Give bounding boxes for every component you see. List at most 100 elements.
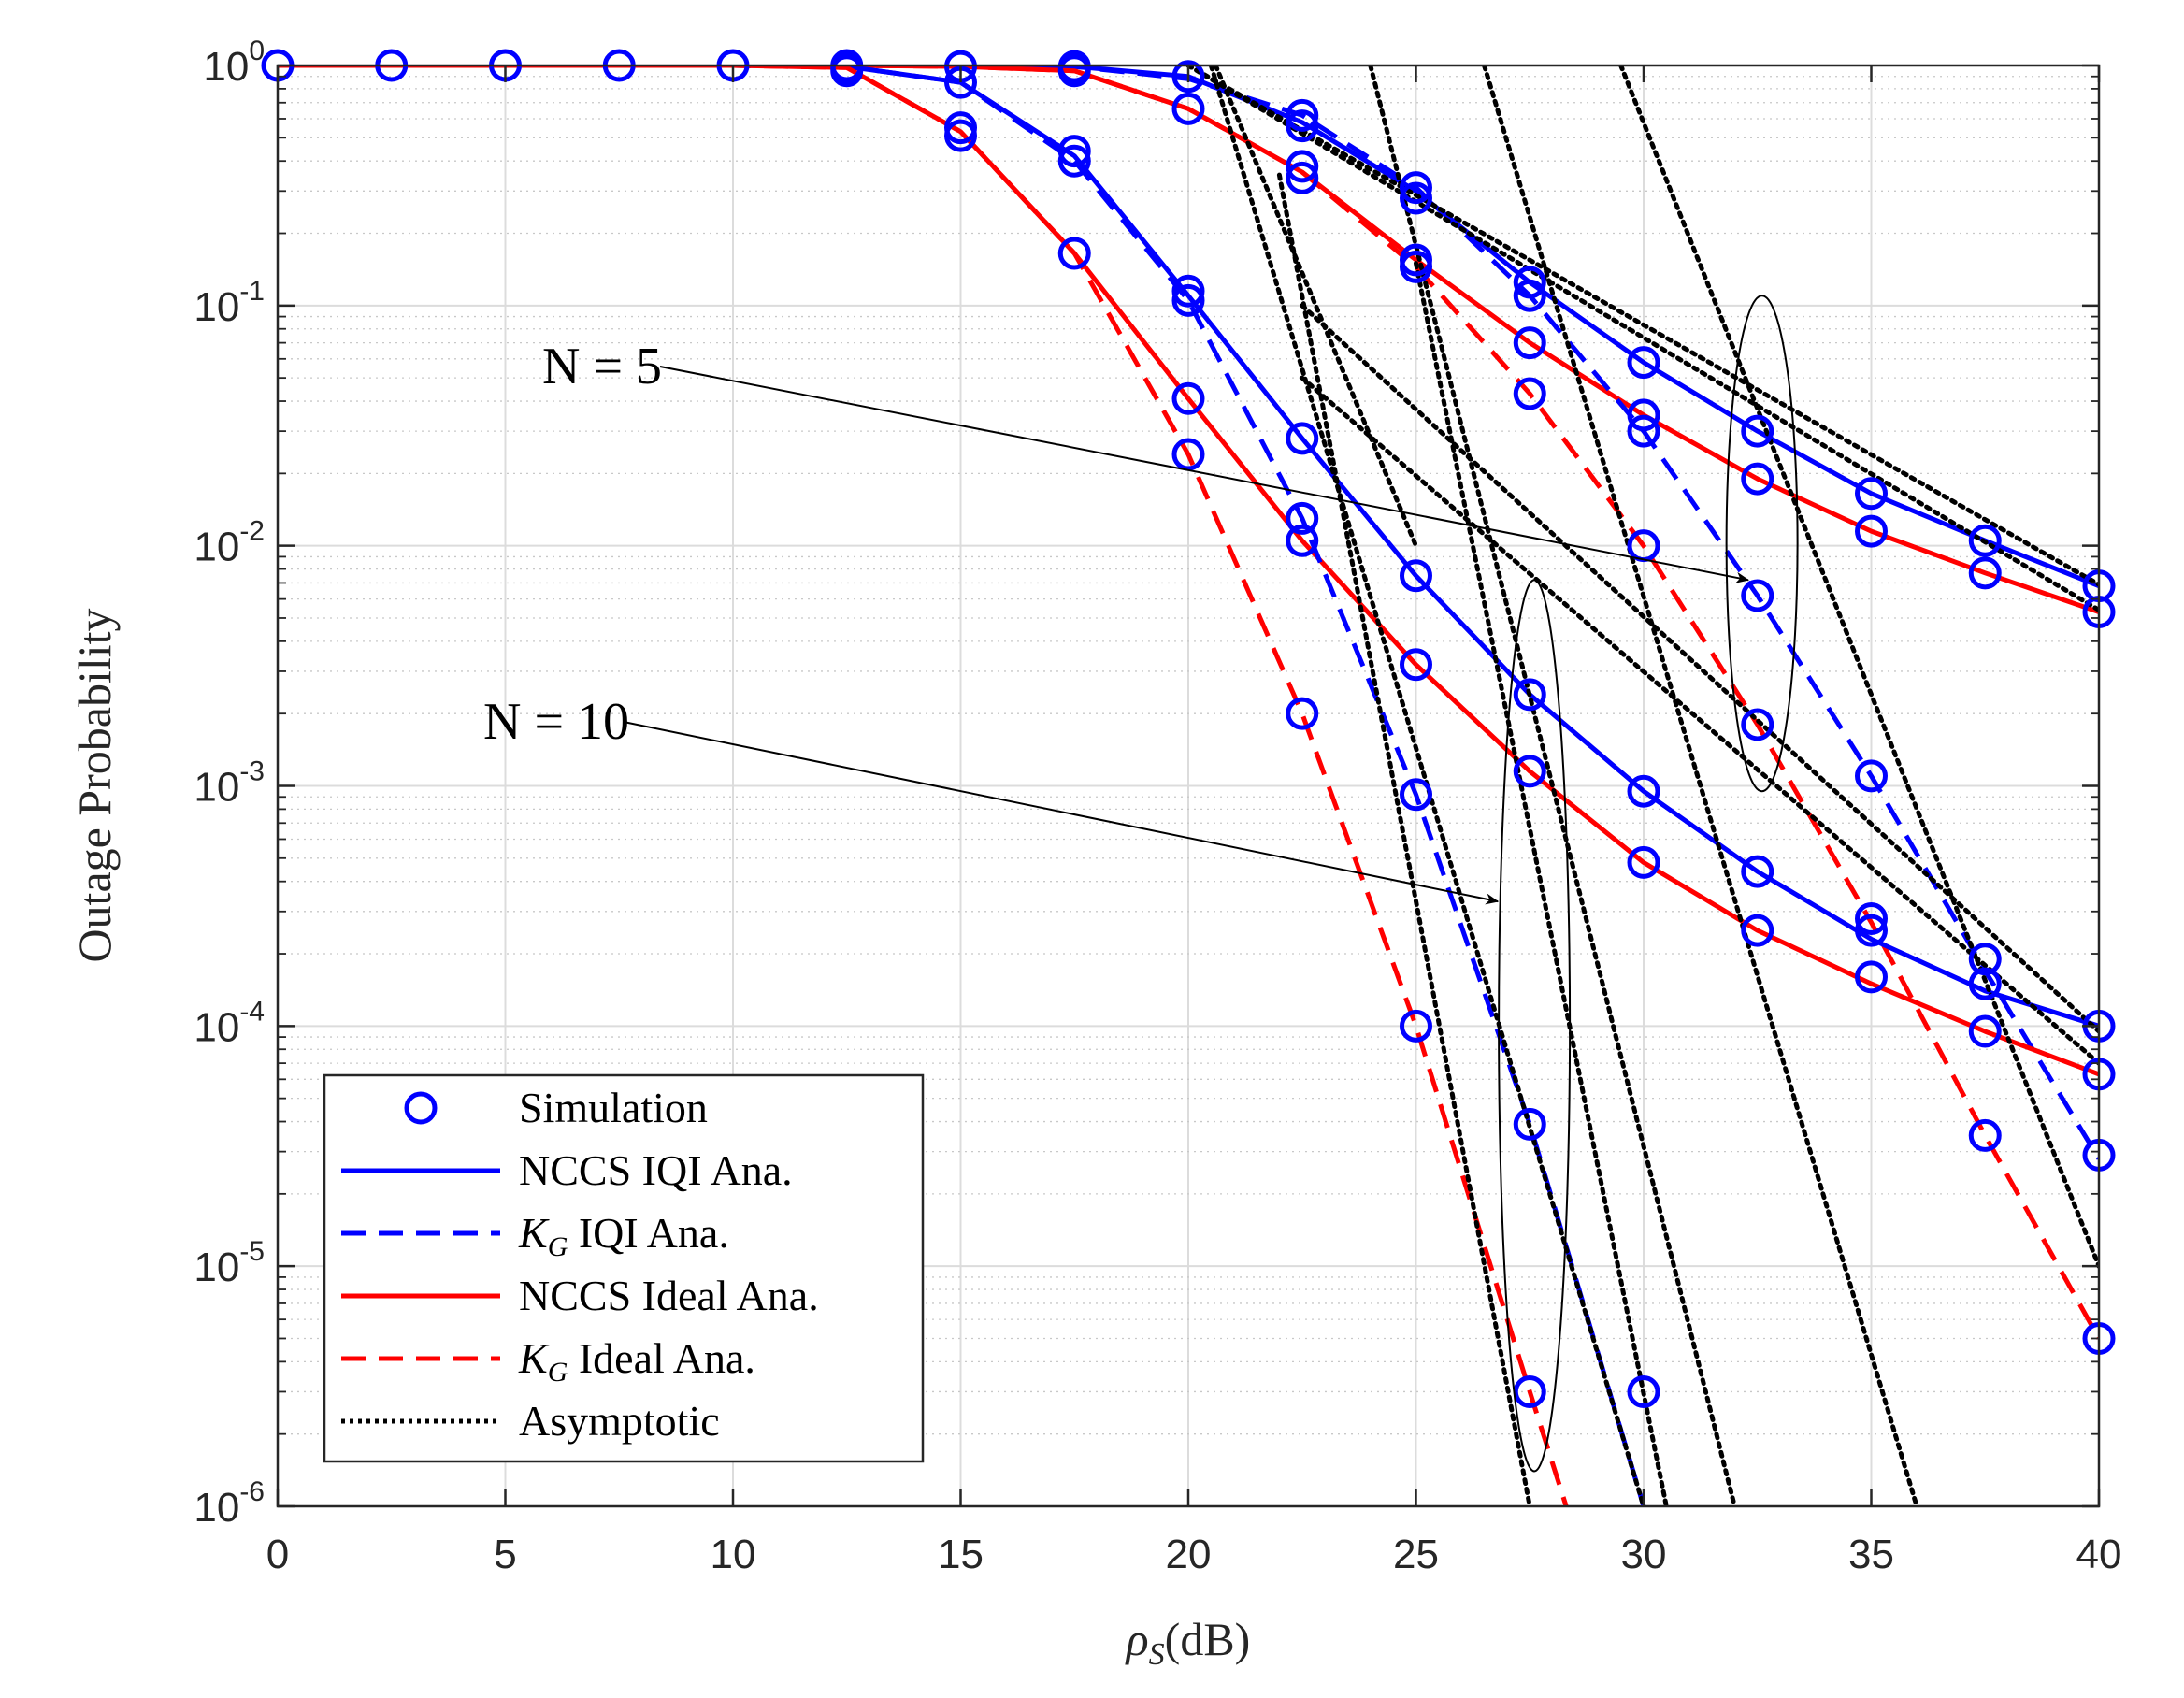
simulation-point [1171,381,1205,415]
simulation-point [1171,92,1205,125]
legend-box [323,1073,925,1463]
asymptote-line-6 [1414,261,1669,1506]
simulation-point [1286,524,1319,557]
group-ellipse-1 [1498,579,1572,1473]
simulation-point [1627,414,1660,448]
simulation-point [1855,914,1888,947]
series-line-4 [278,65,2099,1029]
simulation-point [1513,1374,1546,1408]
annotations: N = 5 N = 10 [483,338,1749,905]
series-line-2 [278,65,2099,1160]
simulation-point [1513,1107,1546,1141]
y-tick-base: 10 [194,1485,239,1531]
simulation-point [1286,422,1319,455]
legend-label: Asymptotic [519,1397,720,1445]
simulation-point [1968,1118,2002,1152]
simulation-point [1513,377,1546,410]
legend-text-rest: IQI Ana. [568,1209,728,1257]
legend-math-sub: G [548,1231,568,1262]
simulation-point [1741,462,1774,496]
y-tick-label: 10-5 [194,1236,265,1290]
legend-label: NCCS IQI Ana. [519,1146,793,1194]
simulation-point [1627,774,1660,808]
simulation-point [1286,109,1319,143]
y-tick-label: 10-1 [194,276,265,330]
legend-math: K [518,1334,550,1382]
y-tick-base: 10 [203,44,249,90]
simulation-point [1627,1374,1660,1408]
simulation-point [1057,144,1091,178]
y-tick-exponent: 0 [249,36,265,66]
simulation-point [1171,60,1205,94]
simulation-point [1968,524,2002,557]
legend-math-sub: G [548,1357,568,1388]
simulation-point [1513,326,1546,360]
simulation-point [1968,1014,2002,1048]
simulation-point [944,119,977,152]
legend-math: K [518,1209,550,1257]
simulation-point [1741,914,1774,947]
simulation-point [1057,135,1091,168]
series-line-3 [278,65,2099,1340]
annotation-label: N = 10 [483,693,629,751]
asymptote-line-9 [1300,303,2099,1034]
asymptote-line-10 [1300,375,2099,1066]
simulation-point [1286,150,1319,183]
x-tick-label: 40 [2076,1532,2122,1577]
y-tick-base: 10 [194,525,239,570]
annotation-arrow [623,721,1500,905]
simulation-point [1855,759,1888,793]
simulation-point [1400,171,1432,205]
y-tick-label: 100 [203,36,265,90]
x-tick-label: 35 [1848,1532,1894,1577]
x-tick-label: 20 [1166,1532,1212,1577]
y-tick-exponent: -3 [239,756,265,787]
y-tick-label: 10-6 [194,1476,265,1531]
simulation-point [1741,414,1774,448]
group-ellipses [1498,295,1799,1473]
simulation-point [1855,477,1888,511]
y-tick-exponent: -1 [239,276,265,307]
series-line-6 [278,65,1646,1506]
simulation-point [1171,274,1205,308]
simulation-point [1513,755,1546,788]
simulation-point [1513,678,1546,712]
legend-text-rest: Ideal Ana. [568,1334,755,1382]
y-tick-exponent: -6 [239,1476,265,1507]
legend-label: NCCS Ideal Ana. [519,1272,819,1319]
simulation-point [1627,845,1660,879]
x-tick-label: 10 [711,1532,756,1577]
simulation-point [1400,778,1432,812]
simulation-point [1057,237,1091,270]
simulation-point [1968,943,2002,976]
simulation-point [1400,250,1432,283]
simulation-point [1057,54,1091,88]
x-tick-label: 0 [266,1532,289,1577]
y-tick-exponent: -4 [239,996,265,1027]
y-tick-base: 10 [194,284,239,330]
x-axis-unit: (dB) [1165,1613,1251,1665]
simulation-point [1171,283,1205,317]
y-tick-base: 10 [194,765,239,811]
x-tick-label: 30 [1621,1532,1667,1577]
simulation-point [1968,556,2002,590]
simulation-point [1400,1009,1432,1043]
simulation-point [1741,579,1774,612]
y-tick-exponent: -2 [239,516,265,547]
legend-label: KG IQI Ana. [518,1209,729,1262]
asymptote-line-5 [1276,172,1532,1506]
simulation-point [1286,697,1319,730]
simulation-point [1968,967,2002,1000]
simulation-point [1171,438,1205,471]
y-tick-label: 10-3 [194,756,265,811]
simulation-point [1855,901,1888,935]
asymptote-line-3 [1618,65,2099,1269]
asymptote-line-7 [1185,65,2099,587]
asymptotic-lines [1185,65,2099,1506]
legend-marker-simulation [404,1091,438,1125]
x-tick-label: 15 [938,1532,984,1577]
legend-label: Simulation [519,1084,708,1131]
axis-ticks: 0 5 10 15 20 25 30 35 4010010-110-210-310-410-51… [194,36,2121,1577]
y-tick-exponent: -5 [239,1236,265,1267]
series-lines [278,65,2099,1506]
